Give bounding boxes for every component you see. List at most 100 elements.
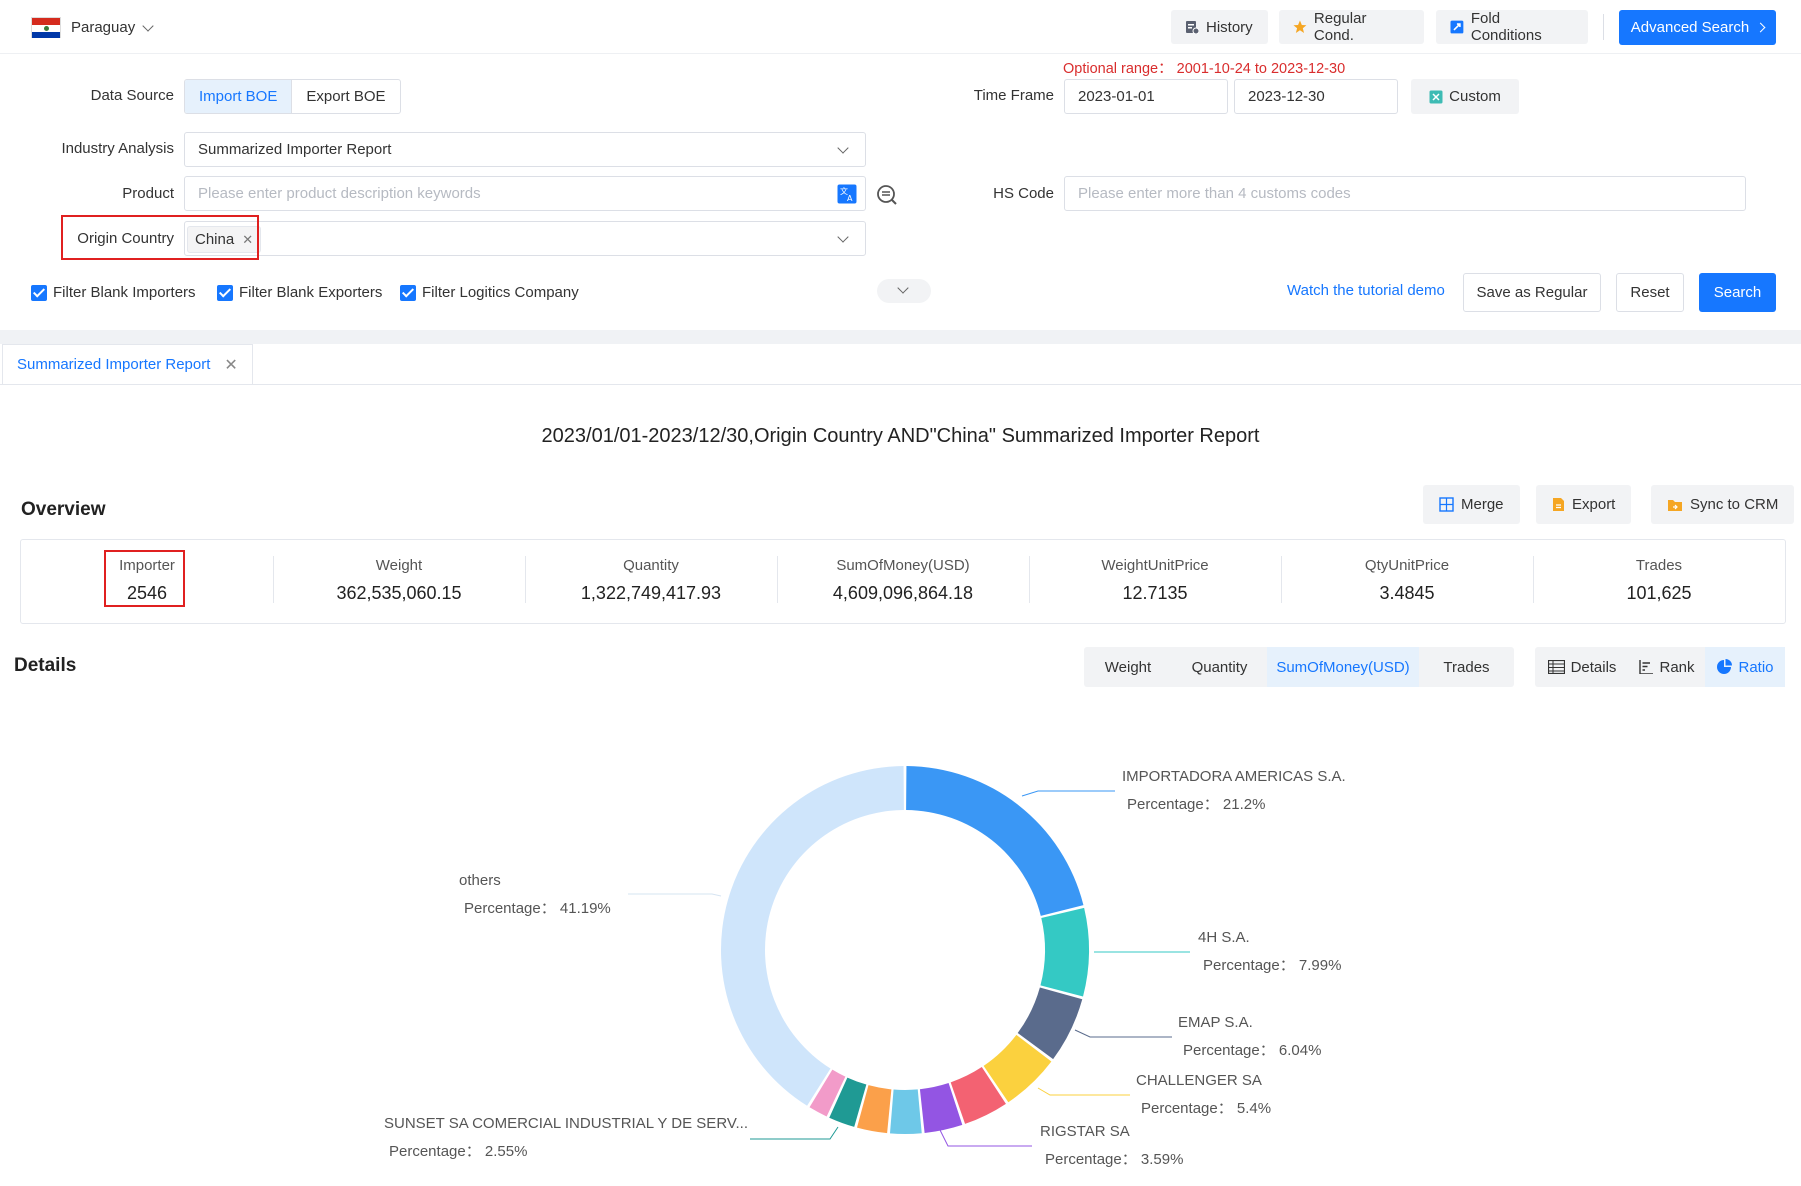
slice-label: RIGSTAR SA Percentage： 3.59% — [1040, 1122, 1183, 1170]
chevron-right-icon — [1755, 22, 1766, 33]
search-options-icon[interactable] — [876, 184, 898, 206]
sync-crm-button[interactable]: Sync to CRM — [1651, 485, 1795, 524]
paraguay-flag-icon[interactable] — [31, 17, 61, 38]
tab-weight[interactable]: Weight — [1104, 658, 1152, 676]
calendar-icon — [1429, 90, 1443, 103]
donut-slice[interactable] — [889, 1089, 922, 1134]
custom-date-button[interactable]: Custom — [1411, 79, 1519, 114]
stat-divider — [525, 556, 526, 603]
end-date-input[interactable]: 2023-12-30 — [1234, 79, 1398, 114]
industry-analysis-value: Summarized Importer Report — [198, 141, 392, 158]
slice-label: EMAP S.A. Percentage： 6.04% — [1178, 1013, 1321, 1061]
label-leader-line — [1037, 1087, 1130, 1096]
tab-trades[interactable]: Trades — [1443, 658, 1490, 676]
reset-button[interactable]: Reset — [1616, 273, 1684, 312]
slice-name: CHALLENGER SA — [1136, 1072, 1262, 1089]
report-title: 2023/01/01-2023/12/30,Origin Country AND… — [541, 425, 1260, 447]
start-date-input[interactable]: 2023-01-01 — [1064, 79, 1228, 114]
stat-trades: Trades 101,625 — [1533, 540, 1785, 625]
donut-slice[interactable] — [906, 766, 1084, 916]
filter-blank-exporters-checkbox[interactable]: Filter Blank Exporters — [217, 284, 382, 301]
donut-slice[interactable] — [983, 1034, 1052, 1103]
chevron-down-icon — [837, 231, 849, 243]
sync-crm-label: Sync to CRM — [1690, 496, 1779, 513]
overview-stats: Importer 2546 Weight 362,535,060.15 Quanti… — [20, 539, 1786, 624]
hs-code-input[interactable]: Please enter more than 4 customs codes — [1064, 176, 1746, 211]
close-icon[interactable]: ✕ — [242, 231, 254, 247]
slice-name: 4H S.A. — [1198, 929, 1250, 946]
history-button[interactable]: History — [1171, 10, 1268, 44]
slice-percentage: Percentage： 41.19% — [464, 900, 611, 917]
pie-chart-icon — [1717, 659, 1733, 674]
metric-tabs: Weight Quantity SumOfMoney(USD) Trades — [1084, 647, 1514, 687]
translate-icon[interactable]: 文A — [837, 184, 857, 204]
industry-analysis-label: Industry Analysis — [61, 140, 174, 157]
filter-logistics-checkbox[interactable]: Filter Logitics Company — [400, 284, 579, 301]
donut-slice[interactable] — [919, 1083, 963, 1133]
tab-details[interactable]: Details — [1535, 647, 1629, 687]
expand-conditions-button[interactable] — [877, 279, 931, 303]
export-button[interactable]: Export — [1536, 485, 1632, 524]
rank-icon — [1639, 660, 1654, 674]
stat-quantity: Quantity 1,322,749,417.93 — [525, 540, 777, 625]
country-selector[interactable]: Paraguay — [71, 19, 136, 36]
tab-details-label: Details — [1570, 658, 1617, 676]
slice-percentage: Percentage： 5.4% — [1141, 1100, 1272, 1117]
sync-icon — [1668, 499, 1682, 511]
label-leader-line — [1021, 790, 1115, 797]
stat-label: Importer — [119, 557, 175, 574]
tab-ratio[interactable]: Ratio — [1705, 647, 1785, 687]
svg-text:A: A — [847, 194, 853, 203]
star-icon — [1293, 20, 1307, 33]
search-button[interactable]: Search — [1699, 273, 1776, 312]
tutorial-link[interactable]: Watch the tutorial demo — [1287, 282, 1445, 299]
filter-label: Filter Logitics Company — [422, 284, 579, 301]
svg-text:文: 文 — [840, 186, 848, 196]
origin-country-select[interactable] — [184, 221, 866, 256]
donut-slice[interactable] — [829, 1077, 867, 1127]
donut-slice[interactable] — [1017, 987, 1083, 1060]
slice-name: RIGSTAR SA — [1040, 1123, 1130, 1140]
close-icon[interactable]: ✕ — [224, 356, 238, 374]
stat-value: 3.4845 — [1379, 583, 1435, 603]
stat-qty-unit-price: QtyUnitPrice 3.4845 — [1281, 540, 1533, 625]
save-regular-button[interactable]: Save as Regular — [1463, 273, 1601, 312]
tab-rank[interactable]: Rank — [1629, 647, 1705, 687]
import-boe-option[interactable]: Import BOE — [185, 80, 293, 113]
export-boe-option[interactable]: Export BOE — [306, 88, 386, 105]
donut-slice[interactable] — [950, 1067, 1006, 1124]
slice-label: IMPORTADORA AMERICAS S.A. Percentage： 21.… — [1122, 767, 1346, 815]
tab-summarized-importer-report[interactable]: Summarized Importer Report ✕ — [2, 344, 253, 384]
product-input[interactable]: Please enter product description keyword… — [184, 176, 866, 211]
donut-slice[interactable] — [1040, 907, 1089, 997]
checkbox-checked-icon — [400, 284, 416, 301]
tab-quantity[interactable]: Quantity — [1191, 658, 1248, 676]
tab-sum-of-money[interactable]: SumOfMoney(USD) — [1267, 647, 1419, 687]
fold-conditions-label: Fold Conditions — [1470, 10, 1542, 44]
donut-slice[interactable] — [809, 1069, 846, 1117]
donut-slice[interactable] — [857, 1085, 892, 1134]
donut-slice[interactable] — [720, 766, 904, 1106]
hs-code-label: HS Code — [993, 185, 1054, 202]
fold-conditions-button[interactable]: Fold Conditions — [1436, 10, 1588, 44]
stat-weight: Weight 362,535,060.15 — [273, 540, 525, 625]
stat-label: Trades — [1635, 557, 1683, 574]
slice-percentage: Percentage： 21.2% — [1127, 796, 1266, 813]
advanced-search-label: Advanced Search — [1630, 19, 1750, 36]
industry-analysis-select[interactable]: Summarized Importer Report — [184, 132, 866, 167]
filter-blank-importers-checkbox[interactable]: Filter Blank Importers — [31, 284, 196, 301]
tab-ratio-label: Ratio — [1738, 658, 1774, 676]
table-icon — [1547, 660, 1565, 674]
merge-label: Merge — [1461, 496, 1504, 513]
stat-label: Weight — [375, 557, 423, 574]
advanced-search-button[interactable]: Advanced Search — [1619, 10, 1776, 45]
stat-value: 1,322,749,417.93 — [580, 583, 722, 603]
slice-label: CHALLENGER SA Percentage： 5.4% — [1136, 1071, 1271, 1119]
slice-name: IMPORTADORA AMERICAS S.A. — [1122, 768, 1346, 785]
stat-divider — [1029, 556, 1030, 603]
regular-cond-button[interactable]: Regular Cond. — [1279, 10, 1424, 44]
origin-country-tag-label: China — [195, 231, 235, 248]
merge-button[interactable]: Merge — [1423, 485, 1520, 524]
tab-rank-label: Rank — [1659, 658, 1695, 676]
data-source-label: Data Source — [90, 87, 174, 104]
